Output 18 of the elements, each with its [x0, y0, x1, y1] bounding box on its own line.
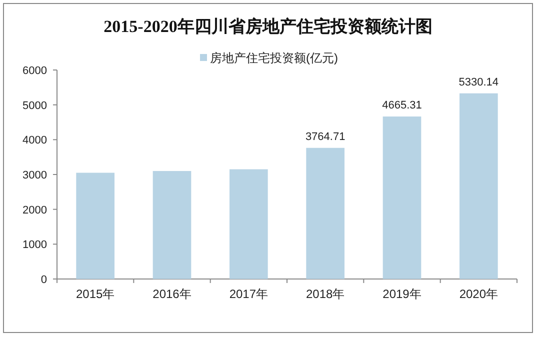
y-tick-label: 0	[40, 274, 47, 286]
y-tick-label: 6000	[22, 65, 47, 77]
x-tick-label: 2019年	[382, 287, 422, 301]
data-label: 4665.31	[382, 99, 422, 112]
y-tick-label: 5000	[22, 100, 47, 112]
y-tick-label: 3000	[22, 170, 47, 182]
data-label: 5330.14	[458, 76, 499, 88]
x-tick-label: 2020年	[459, 287, 498, 301]
title: 2015-2020年四川省房地产住宅投资额统计图	[104, 17, 432, 36]
legend: 房地产住宅投资额(亿元)	[200, 51, 338, 65]
x-tick-label: 2015年	[76, 287, 115, 301]
y-tick-label: 2000	[22, 204, 47, 216]
y-tick-label: 4000	[22, 134, 47, 147]
x-tick-label: 2016年	[152, 287, 192, 301]
x-tick-label: 2017年	[229, 287, 268, 301]
x-tick-label: 2018年	[306, 287, 345, 301]
y-tick-label: 1000	[22, 239, 47, 252]
data-label: 3764.71	[305, 130, 346, 143]
